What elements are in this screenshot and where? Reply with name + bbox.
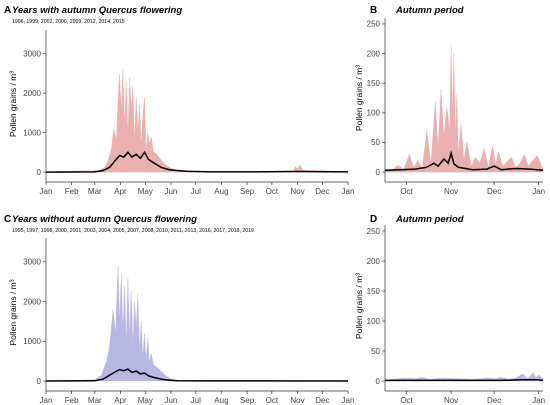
x-tick-label: May [138, 187, 153, 196]
x-tick-label: Oct [400, 187, 413, 196]
x-tick-label: Dec [315, 396, 329, 405]
y-tick-label: 0 [376, 377, 381, 386]
x-tick-label: Dec [487, 396, 501, 405]
series-mean-line [384, 150, 544, 172]
y-tick-label: 100 [367, 317, 381, 326]
y-axis-title: Pollen grains / m³ [8, 279, 18, 345]
x-tick-label: Apr [114, 187, 127, 196]
x-tick-label: Dec [315, 187, 329, 196]
x-tick-label: Oct [400, 396, 413, 405]
y-axis-title: Pollen grains / m³ [354, 273, 364, 339]
x-tick-label: Jul [191, 187, 201, 196]
panel-letter: B [370, 5, 377, 16]
x-tick-label: Nov [444, 396, 458, 405]
y-tick-label: 50 [371, 347, 380, 356]
y-tick-label: 250 [367, 227, 381, 236]
panel-c: C Years without autumn Quercus flowering 1… [4, 214, 354, 405]
y-tick-label: 1000 [23, 337, 41, 346]
y-tick-label: 2000 [23, 89, 41, 98]
y-tick-label: 100 [367, 109, 381, 118]
panel-d: D Autumn period 0 50 100 150 200 250 Oct Nov Dec Ja… [354, 214, 545, 405]
series-range-area [45, 265, 349, 382]
y-tick-label: 0 [376, 168, 381, 177]
x-tick-label: Jan [532, 187, 545, 196]
y-tick-label: 3000 [23, 258, 41, 267]
x-tick-label: Apr [114, 396, 127, 405]
panel-a: A Years with autumn Quercus flowering 1996… [4, 5, 354, 196]
panel-title: Autumn period [395, 5, 464, 16]
x-tick-label: Jan [40, 396, 53, 405]
x-tick-label: Jul [191, 396, 201, 405]
y-tick-label: 150 [367, 287, 381, 296]
x-tick-label: Aug [214, 396, 228, 405]
x-tick-label: Nov [290, 187, 304, 196]
x-tick-label: Oct [266, 396, 279, 405]
y-tick-label: 0 [37, 377, 42, 386]
series-mean-line [45, 368, 349, 382]
panel-years-list: 1996, 1999, 2002, 2006, 2009, 2012, 2014… [12, 19, 125, 25]
x-tick-label: May [138, 396, 153, 405]
x-tick-label: Jan [532, 396, 545, 405]
panel-b: B Autumn period 0 50 100 150 200 250 Oct Nov Dec Ja… [354, 5, 545, 196]
x-tick-label: Mar [88, 187, 102, 196]
y-tick-label: 0 [37, 168, 42, 177]
x-tick-label: Jun [164, 396, 177, 405]
x-tick-label: Nov [290, 396, 304, 405]
panel-letter: D [370, 214, 377, 225]
x-tick-label: Dec [487, 187, 501, 196]
y-tick-label: 3000 [23, 49, 41, 58]
x-tick-label: Feb [65, 187, 79, 196]
x-tick-label: Jan [342, 396, 355, 405]
x-tick-label: Sep [240, 187, 255, 196]
panel-years-list: 1995, 1997, 1998, 2000, 2001, 2003, 2004… [12, 228, 254, 234]
y-tick-label: 250 [367, 20, 381, 29]
panel-title: Years without autumn Quercus flowering [12, 214, 197, 225]
y-tick-label: 2000 [23, 297, 41, 306]
x-tick-label: Jan [40, 187, 53, 196]
series-mean-line [385, 379, 544, 382]
x-tick-label: Nov [444, 187, 458, 196]
y-tick-label: 200 [367, 257, 381, 266]
x-tick-label: Aug [214, 187, 228, 196]
y-axis-title: Pollen grains / m³ [8, 71, 18, 137]
x-tick-label: Feb [65, 396, 79, 405]
y-tick-label: 150 [367, 79, 381, 88]
y-tick-label: 1000 [23, 128, 41, 137]
panel-title: Years with autumn Quercus flowering [12, 5, 182, 16]
x-tick-label: Jan [342, 187, 355, 196]
series-range-area [384, 372, 544, 382]
x-tick-label: Oct [266, 187, 279, 196]
series-mean-line [45, 150, 349, 173]
x-tick-label: Mar [88, 396, 102, 405]
y-tick-label: 50 [371, 138, 380, 147]
y-axis-title: Pollen grains / m³ [354, 65, 364, 131]
series-range-area [45, 69, 349, 173]
x-tick-label: Sep [240, 396, 255, 405]
x-tick-label: Jun [164, 187, 177, 196]
panel-letter: A [4, 5, 11, 16]
series-range-area [384, 44, 544, 173]
panel-letter: C [4, 214, 11, 225]
panel-title: Autumn period [395, 214, 464, 225]
y-tick-label: 200 [367, 49, 381, 58]
